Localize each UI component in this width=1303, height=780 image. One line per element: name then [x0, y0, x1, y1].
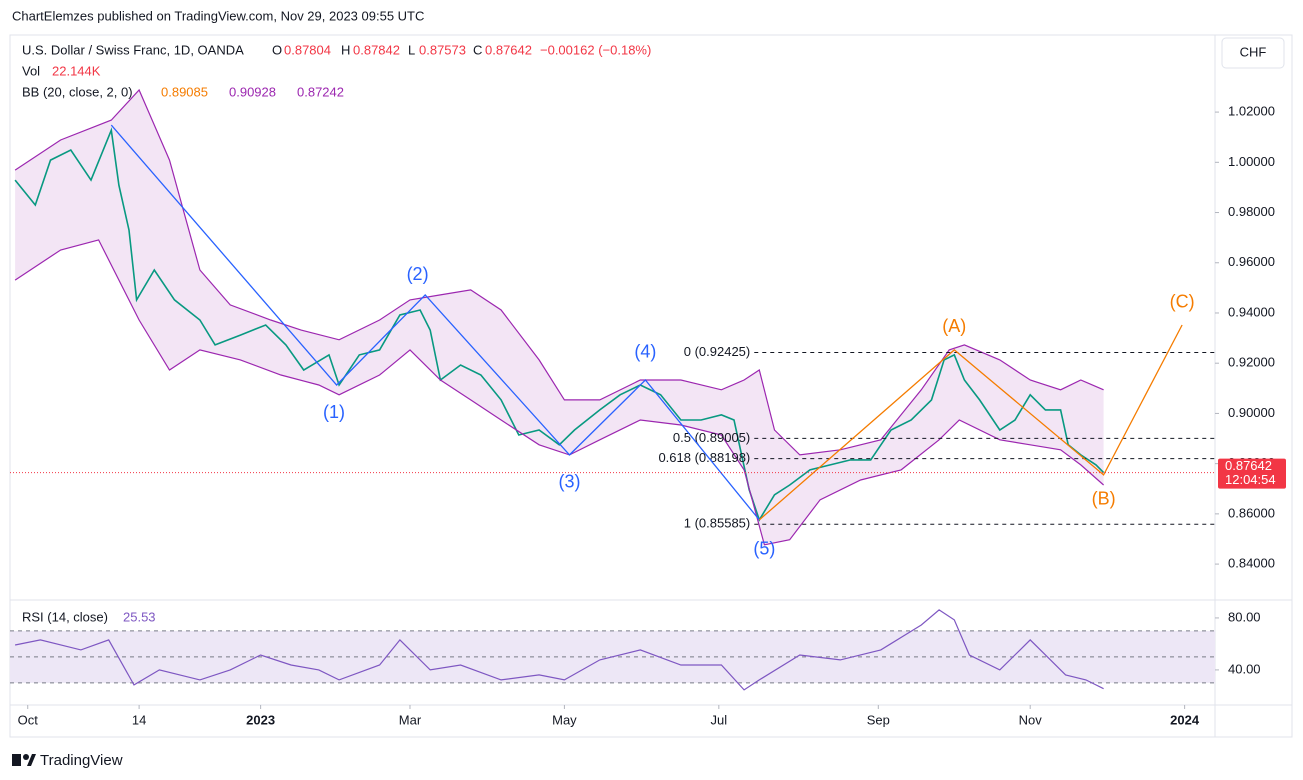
wave-line [110, 124, 760, 521]
frame [9, 34, 1293, 738]
x-tick-label: 14 [132, 712, 146, 727]
ohlc-value: 0.87573 [419, 42, 466, 57]
y-tick-label: 0.92000 [1228, 355, 1275, 370]
volume-value: 22.144K [52, 63, 101, 78]
fib-label: 0.5 (0.89005) [673, 430, 750, 445]
brand: TradingView [12, 752, 123, 769]
logo-part [23, 754, 29, 760]
bb-value: 0.89085 [161, 84, 208, 99]
logo-part [27, 754, 36, 766]
y-tick-label: 0.90000 [1228, 405, 1275, 420]
brand-name: TradingView [40, 752, 123, 769]
countdown-label: 12:04:54 [1225, 472, 1276, 487]
last-price-tag [1218, 458, 1286, 489]
ohlc-label: L [408, 42, 415, 57]
bb-fill [15, 90, 1104, 545]
y-tick-label: 0.96000 [1228, 254, 1275, 269]
ohlc-value: 0.87804 [284, 42, 331, 57]
wave-label: (4) [634, 342, 656, 362]
x-tick-label: Mar [399, 712, 422, 727]
y-tick-label: 0.94000 [1228, 304, 1275, 319]
x-tick-label: 2023 [246, 712, 275, 727]
wave-label: (2) [407, 264, 429, 284]
y-tick-label: 0.84000 [1228, 556, 1275, 571]
last-price-label: 0.87642 [1225, 458, 1272, 473]
y-tick-label: 0.86000 [1228, 505, 1275, 520]
symbol-title: U.S. Dollar / Swiss Franc, 1D, OANDA [22, 42, 244, 57]
bb-value: 0.87242 [297, 84, 344, 99]
y-tick-label: 0.98000 [1228, 204, 1275, 219]
fib-label: 1 (0.85585) [684, 516, 751, 531]
plot: 0.840000.860000.880000.900000.920000.940… [10, 88, 1286, 727]
x-tick-label: Sep [867, 712, 890, 727]
y-tick-label: 1.00000 [1228, 154, 1275, 169]
x-tick-label: Jul [711, 712, 728, 727]
x-tick-label: Oct [18, 712, 39, 727]
wave-label: (B) [1092, 489, 1116, 509]
wave-label: (C) [1170, 292, 1195, 312]
x-tick-label: May [552, 712, 577, 727]
wave-line [758, 324, 1183, 521]
ohlc-value: 0.87642 [485, 42, 532, 57]
x-tick-label: Nov [1019, 712, 1043, 727]
fib-label: 0.618 (0.88198) [658, 450, 750, 465]
wave-label: (A) [942, 316, 966, 336]
currency-box[interactable] [1221, 37, 1285, 69]
logo-part [12, 754, 21, 766]
ohlc-label: H [341, 42, 350, 57]
y-tick-label: 40.00 [1228, 661, 1261, 676]
ohlc-label: O [272, 42, 282, 57]
y-tick-label: 80.00 [1228, 609, 1261, 624]
currency: CHF [1240, 44, 1267, 59]
ohlc-value: 0.87842 [353, 42, 400, 57]
bb-value: 0.90928 [229, 84, 276, 99]
published-line: ChartElemzes published on TradingView.co… [12, 8, 424, 23]
change: −0.00162 (−0.18%) [540, 42, 651, 57]
fib-label: 0 (0.92425) [684, 344, 751, 359]
wave-label: (3) [558, 472, 580, 492]
rsi-value: 25.53 [123, 609, 156, 624]
series-line [14, 239, 1104, 546]
ohlc-label: C [473, 42, 482, 57]
volume-label: Vol [22, 63, 40, 78]
series-line [14, 88, 1104, 456]
rsi-label: RSI (14, close) [22, 609, 108, 624]
y-tick-label: 1.02000 [1228, 104, 1275, 119]
bb-label: BB (20, close, 2, 0) [22, 84, 133, 99]
wave-label: (1) [323, 402, 345, 422]
series-line [14, 609, 1104, 691]
x-tick-label: 2024 [1170, 712, 1200, 727]
series-line [14, 127, 1105, 522]
wave-label: (5) [753, 539, 775, 559]
